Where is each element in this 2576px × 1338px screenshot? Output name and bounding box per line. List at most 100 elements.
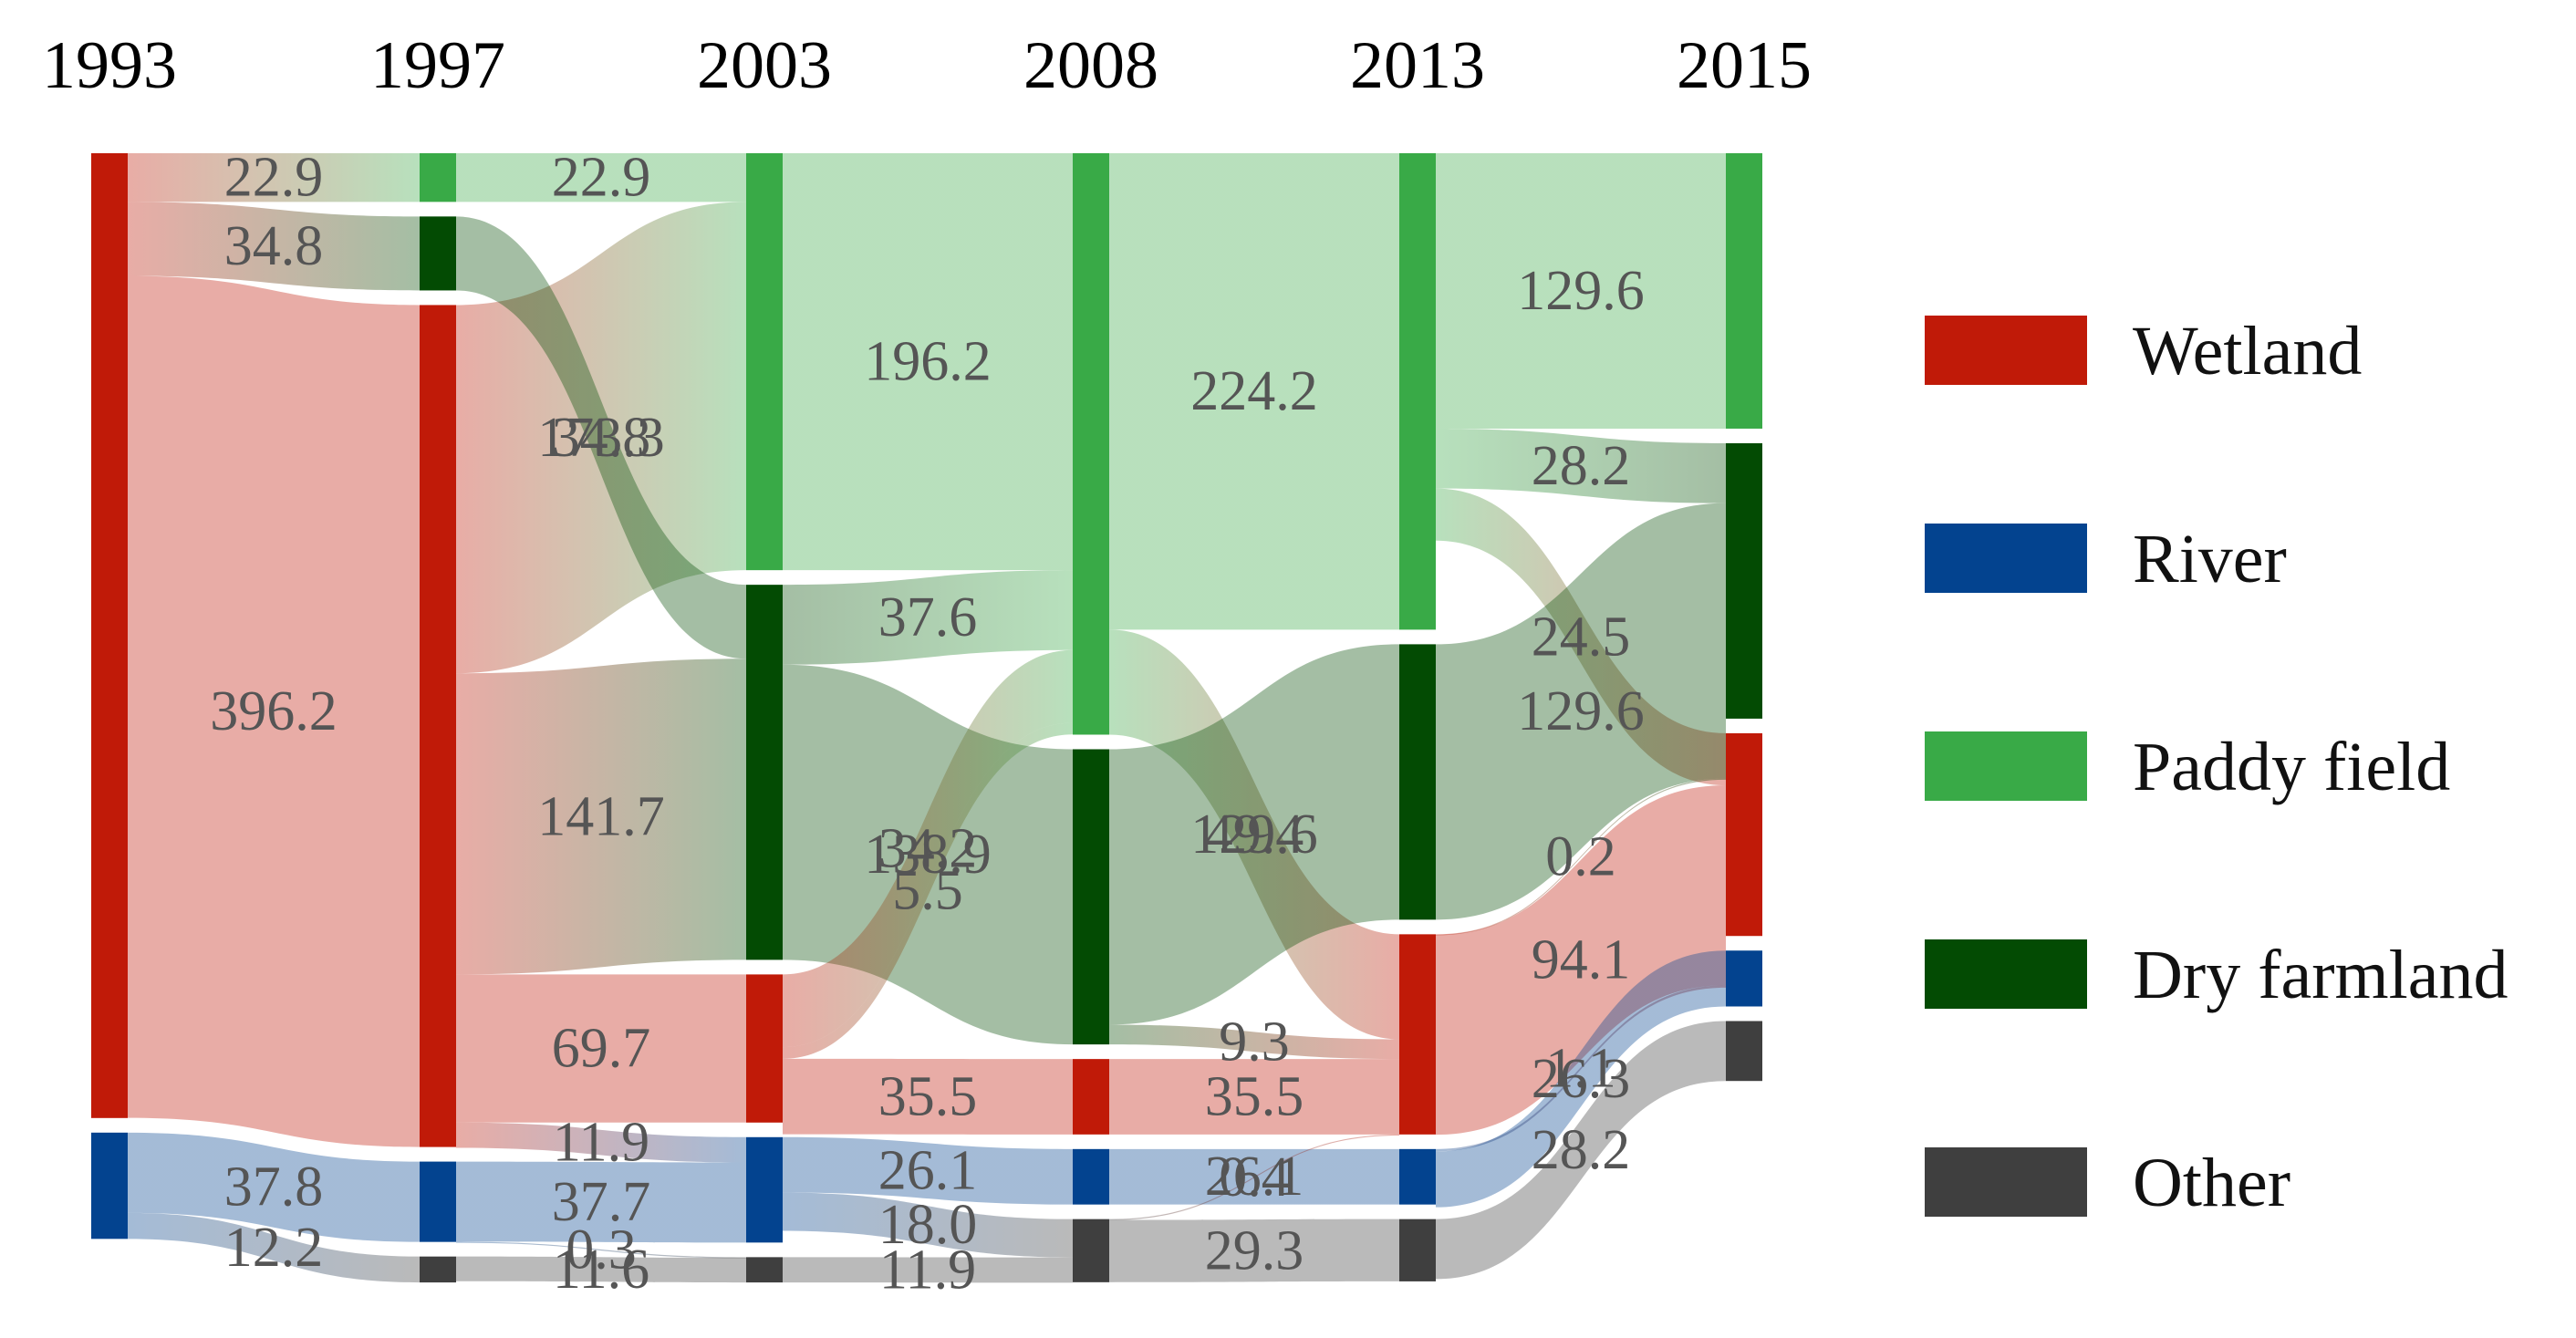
flow-2008-paddy-to-2013-paddy bbox=[1109, 153, 1399, 630]
node-2013-dry bbox=[1399, 644, 1436, 920]
flow-label: 11.9 bbox=[553, 1112, 649, 1174]
year-header-2013: 2013 bbox=[1350, 28, 1485, 103]
flow-1997-wetland-to-2003-dry bbox=[456, 659, 746, 975]
flow-1997-river-to-2003-other bbox=[456, 1241, 746, 1259]
flow-label: 0.4 bbox=[1219, 1146, 1290, 1208]
flow-label: 34.8 bbox=[224, 215, 324, 277]
node-1997-other bbox=[420, 1256, 456, 1283]
flow-label: 22.9 bbox=[224, 147, 324, 209]
flow-label: 49.4 bbox=[1205, 804, 1304, 866]
legend-label-paddy-field: Paddy field bbox=[2133, 729, 2450, 805]
flow-label: 35.5 bbox=[1205, 1065, 1304, 1127]
node-2015-dry bbox=[1726, 442, 1762, 719]
legend-swatch-dry-farmland bbox=[1925, 939, 2087, 1009]
node-2003-wetland bbox=[746, 974, 783, 1123]
flow-label: 26.3 bbox=[1532, 1048, 1631, 1110]
node-2015-river bbox=[1726, 950, 1762, 1007]
flow-label: 29.3 bbox=[1205, 1219, 1304, 1281]
flow-2013-paddy-to-2015-paddy bbox=[1436, 153, 1726, 429]
flow-label: 0.2 bbox=[1545, 826, 1616, 888]
flow-label: 28.2 bbox=[1532, 435, 1631, 497]
flow-2003-other-to-2008-other bbox=[783, 1257, 1073, 1283]
flow-label: 24.5 bbox=[1532, 606, 1631, 668]
node-2013-wetland bbox=[1399, 934, 1436, 1135]
flow-label: 196.2 bbox=[864, 331, 992, 393]
node-1997-paddy bbox=[420, 153, 456, 202]
flow-2013-river-to-2015-river bbox=[1436, 950, 1726, 1208]
flow-label: 11.6 bbox=[553, 1239, 649, 1301]
flow-2013-wetland-to-2015-wetland bbox=[1436, 785, 1726, 1136]
flow-1993-river-to-1997-other bbox=[128, 1212, 420, 1283]
node-2013-other bbox=[1399, 1219, 1436, 1281]
node-2008-other bbox=[1073, 1219, 1109, 1282]
year-header-2008: 2008 bbox=[1023, 28, 1158, 103]
flow-label: 129.6 bbox=[1517, 260, 1645, 322]
node-2013-paddy bbox=[1399, 153, 1436, 630]
node-2003-paddy bbox=[746, 153, 783, 571]
node-2013-river bbox=[1399, 1148, 1436, 1205]
flow-label: 9.3 bbox=[1219, 1011, 1290, 1073]
flow-label: 34.2 bbox=[878, 817, 978, 879]
flow-label: 1.1 bbox=[1545, 1037, 1616, 1099]
flow-label: 37.6 bbox=[878, 586, 978, 648]
flow-label: 224.2 bbox=[1190, 360, 1318, 422]
node-2003-other bbox=[746, 1257, 783, 1283]
legend-label-river: River bbox=[2133, 521, 2287, 597]
flow-2013-wetland-to-2015-dry bbox=[1436, 778, 1726, 936]
flow-label: 141.7 bbox=[537, 785, 665, 847]
flow-label: 94.1 bbox=[1532, 929, 1631, 991]
year-header-2003: 2003 bbox=[697, 28, 832, 103]
flow-2008-other-to-2013-other bbox=[1109, 1219, 1399, 1282]
node-2008-dry bbox=[1073, 749, 1109, 1045]
node-2003-dry bbox=[746, 585, 783, 960]
flow-label: 37.8 bbox=[224, 1156, 324, 1219]
legend-swatch-river bbox=[1925, 524, 2087, 593]
flow-label: 129.6 bbox=[1517, 680, 1645, 742]
legend-label-dry-farmland: Dry farmland bbox=[2133, 937, 2508, 1013]
flow-label: 11.9 bbox=[879, 1239, 976, 1301]
flow-label: 138.9 bbox=[864, 824, 992, 886]
flow-2013-paddy-to-2015-dry bbox=[1436, 428, 1726, 503]
node-2008-paddy bbox=[1073, 153, 1109, 735]
flow-2008-wetland-to-2013-wetland bbox=[1109, 1059, 1399, 1135]
flow-1997-wetland-to-2003-river bbox=[456, 1122, 746, 1163]
flow-label: 26.1 bbox=[878, 1140, 978, 1202]
year-header-1993: 1993 bbox=[42, 28, 177, 103]
flow-1997-wetland-to-2003-wetland bbox=[456, 974, 746, 1123]
flow-2008-dry-to-2013-dry bbox=[1109, 644, 1399, 1025]
nodes-layer bbox=[91, 153, 1762, 1283]
flow-label: 37.7 bbox=[552, 1171, 651, 1233]
node-1993-wetland bbox=[91, 153, 128, 1118]
node-1997-dry bbox=[420, 216, 456, 291]
flow-label: 28.2 bbox=[1532, 1119, 1631, 1181]
flow-2008-other-to-2013-wetland bbox=[1109, 1134, 1399, 1220]
flow-label: 22.9 bbox=[552, 147, 651, 209]
flow-1993-wetland-to-1997-dry bbox=[128, 202, 420, 291]
legend: Wetland River Paddy field Dry farmland Other bbox=[1925, 313, 2508, 1221]
legend-swatch-other bbox=[1925, 1147, 2087, 1217]
node-2008-river bbox=[1073, 1148, 1109, 1205]
node-1997-wetland bbox=[420, 305, 456, 1147]
flow-label: 35.5 bbox=[878, 1065, 978, 1127]
legend-swatch-wetland bbox=[1925, 316, 2087, 385]
flow-label: 5.5 bbox=[892, 860, 963, 922]
flow-2003-river-to-2008-river bbox=[783, 1136, 1073, 1205]
flow-2003-wetland-to-2008-paddy bbox=[783, 649, 1073, 1048]
node-2015-wetland bbox=[1726, 732, 1762, 937]
year-headers: 1993 1997 2003 2008 2013 2015 bbox=[42, 28, 1812, 103]
flow-label: 34.8 bbox=[552, 407, 651, 469]
year-header-1997: 1997 bbox=[370, 28, 505, 103]
node-2015-other bbox=[1726, 1021, 1762, 1082]
node-1997-river bbox=[420, 1161, 456, 1242]
flow-2003-dry-to-2008-paddy bbox=[783, 570, 1073, 665]
year-header-2015: 2015 bbox=[1677, 28, 1812, 103]
flow-label: 69.7 bbox=[552, 1018, 651, 1080]
legend-label-other: Other bbox=[2133, 1145, 2290, 1221]
flow-labels-layer: 396.222.934.837.812.2173.3141.769.711.92… bbox=[210, 147, 1645, 1302]
legend-swatch-paddy-field bbox=[1925, 731, 2087, 801]
node-1993-river bbox=[91, 1132, 128, 1239]
node-2008-wetland bbox=[1073, 1059, 1109, 1135]
flow-1997-river-to-2003-river bbox=[456, 1161, 746, 1243]
flow-1993-wetland-to-1997-paddy bbox=[128, 153, 420, 202]
flow-label: 18.0 bbox=[878, 1194, 978, 1256]
